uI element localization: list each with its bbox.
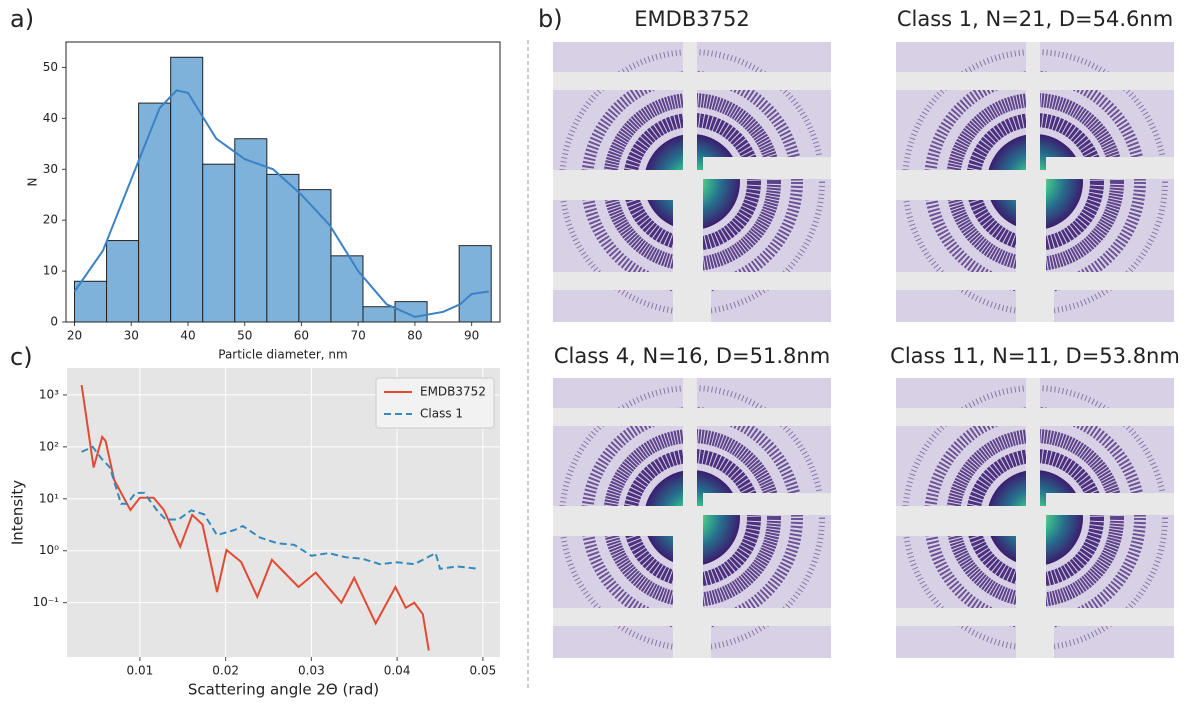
series-line [80, 384, 430, 651]
bar [458, 245, 492, 323]
y-tick-label: 30 [43, 162, 58, 176]
bar [330, 255, 364, 323]
diffraction-image [553, 378, 831, 658]
y-tick-label: 10² [39, 439, 59, 453]
image-grid: EMDB3752 Class 1, N=21, D=54.6nm Class 4… [553, 7, 1180, 658]
bar [138, 102, 172, 323]
x-tick-label: 50 [237, 329, 252, 343]
bar [202, 163, 236, 323]
legend-label: EMDB3752 [420, 385, 486, 399]
image-title: EMDB3752 [634, 7, 749, 31]
diffraction-image [896, 42, 1174, 322]
y-tick-label: 20 [43, 213, 58, 227]
diffraction-image [896, 378, 1174, 658]
x-tick-label: 40 [180, 329, 195, 343]
x-tick-label: 0.02 [212, 664, 239, 678]
y-tick-label: 10 [43, 264, 58, 278]
y-tick-label: 10⁻¹ [33, 595, 60, 609]
bar [362, 306, 396, 323]
x-axis-label: Particle diameter, nm [218, 348, 347, 362]
bar [266, 173, 300, 323]
legend-label: Class 1 [420, 407, 463, 421]
bar [394, 301, 428, 323]
panel-label: c) [10, 343, 33, 371]
y-tick-label: 10¹ [39, 491, 59, 505]
bar [298, 189, 332, 323]
x-axis-label: Scattering angle 2Θ (rad) [188, 681, 379, 699]
legend [375, 377, 495, 429]
bar [74, 280, 108, 323]
x-tick-label: 90 [464, 329, 479, 343]
y-axis-label: N [26, 178, 40, 187]
x-tick-label: 0.04 [384, 664, 411, 678]
x-tick-label: 60 [294, 329, 309, 343]
density-curve [73, 89, 489, 318]
image-title: Class 1, N=21, D=54.6nm [897, 7, 1173, 31]
panel-label: a) [10, 5, 34, 33]
y-tick-label: 0 [50, 315, 58, 329]
image-title: Class 11, N=11, D=53.8nm [890, 344, 1180, 368]
y-tick-label: 10³ [39, 387, 59, 401]
x-tick-label: 80 [407, 329, 422, 343]
x-tick-label: 0.05 [469, 664, 496, 678]
y-axis-label: Intensity [9, 480, 27, 545]
series-line [81, 445, 479, 570]
y-tick-label: 10⁰ [39, 543, 59, 557]
panel-label: b) [538, 5, 563, 33]
bar [106, 240, 140, 323]
x-tick-label: 20 [67, 329, 82, 343]
x-tick-label: 70 [351, 329, 366, 343]
x-tick-label: 0.03 [298, 664, 325, 678]
x-tick-label: 30 [124, 329, 139, 343]
y-tick-label: 40 [43, 111, 58, 125]
image-title: Class 4, N=16, D=51.8nm [554, 344, 830, 368]
diffraction-image [553, 42, 831, 322]
y-tick-label: 50 [43, 60, 58, 74]
x-tick-label: 0.01 [127, 664, 154, 678]
bar [170, 56, 204, 323]
